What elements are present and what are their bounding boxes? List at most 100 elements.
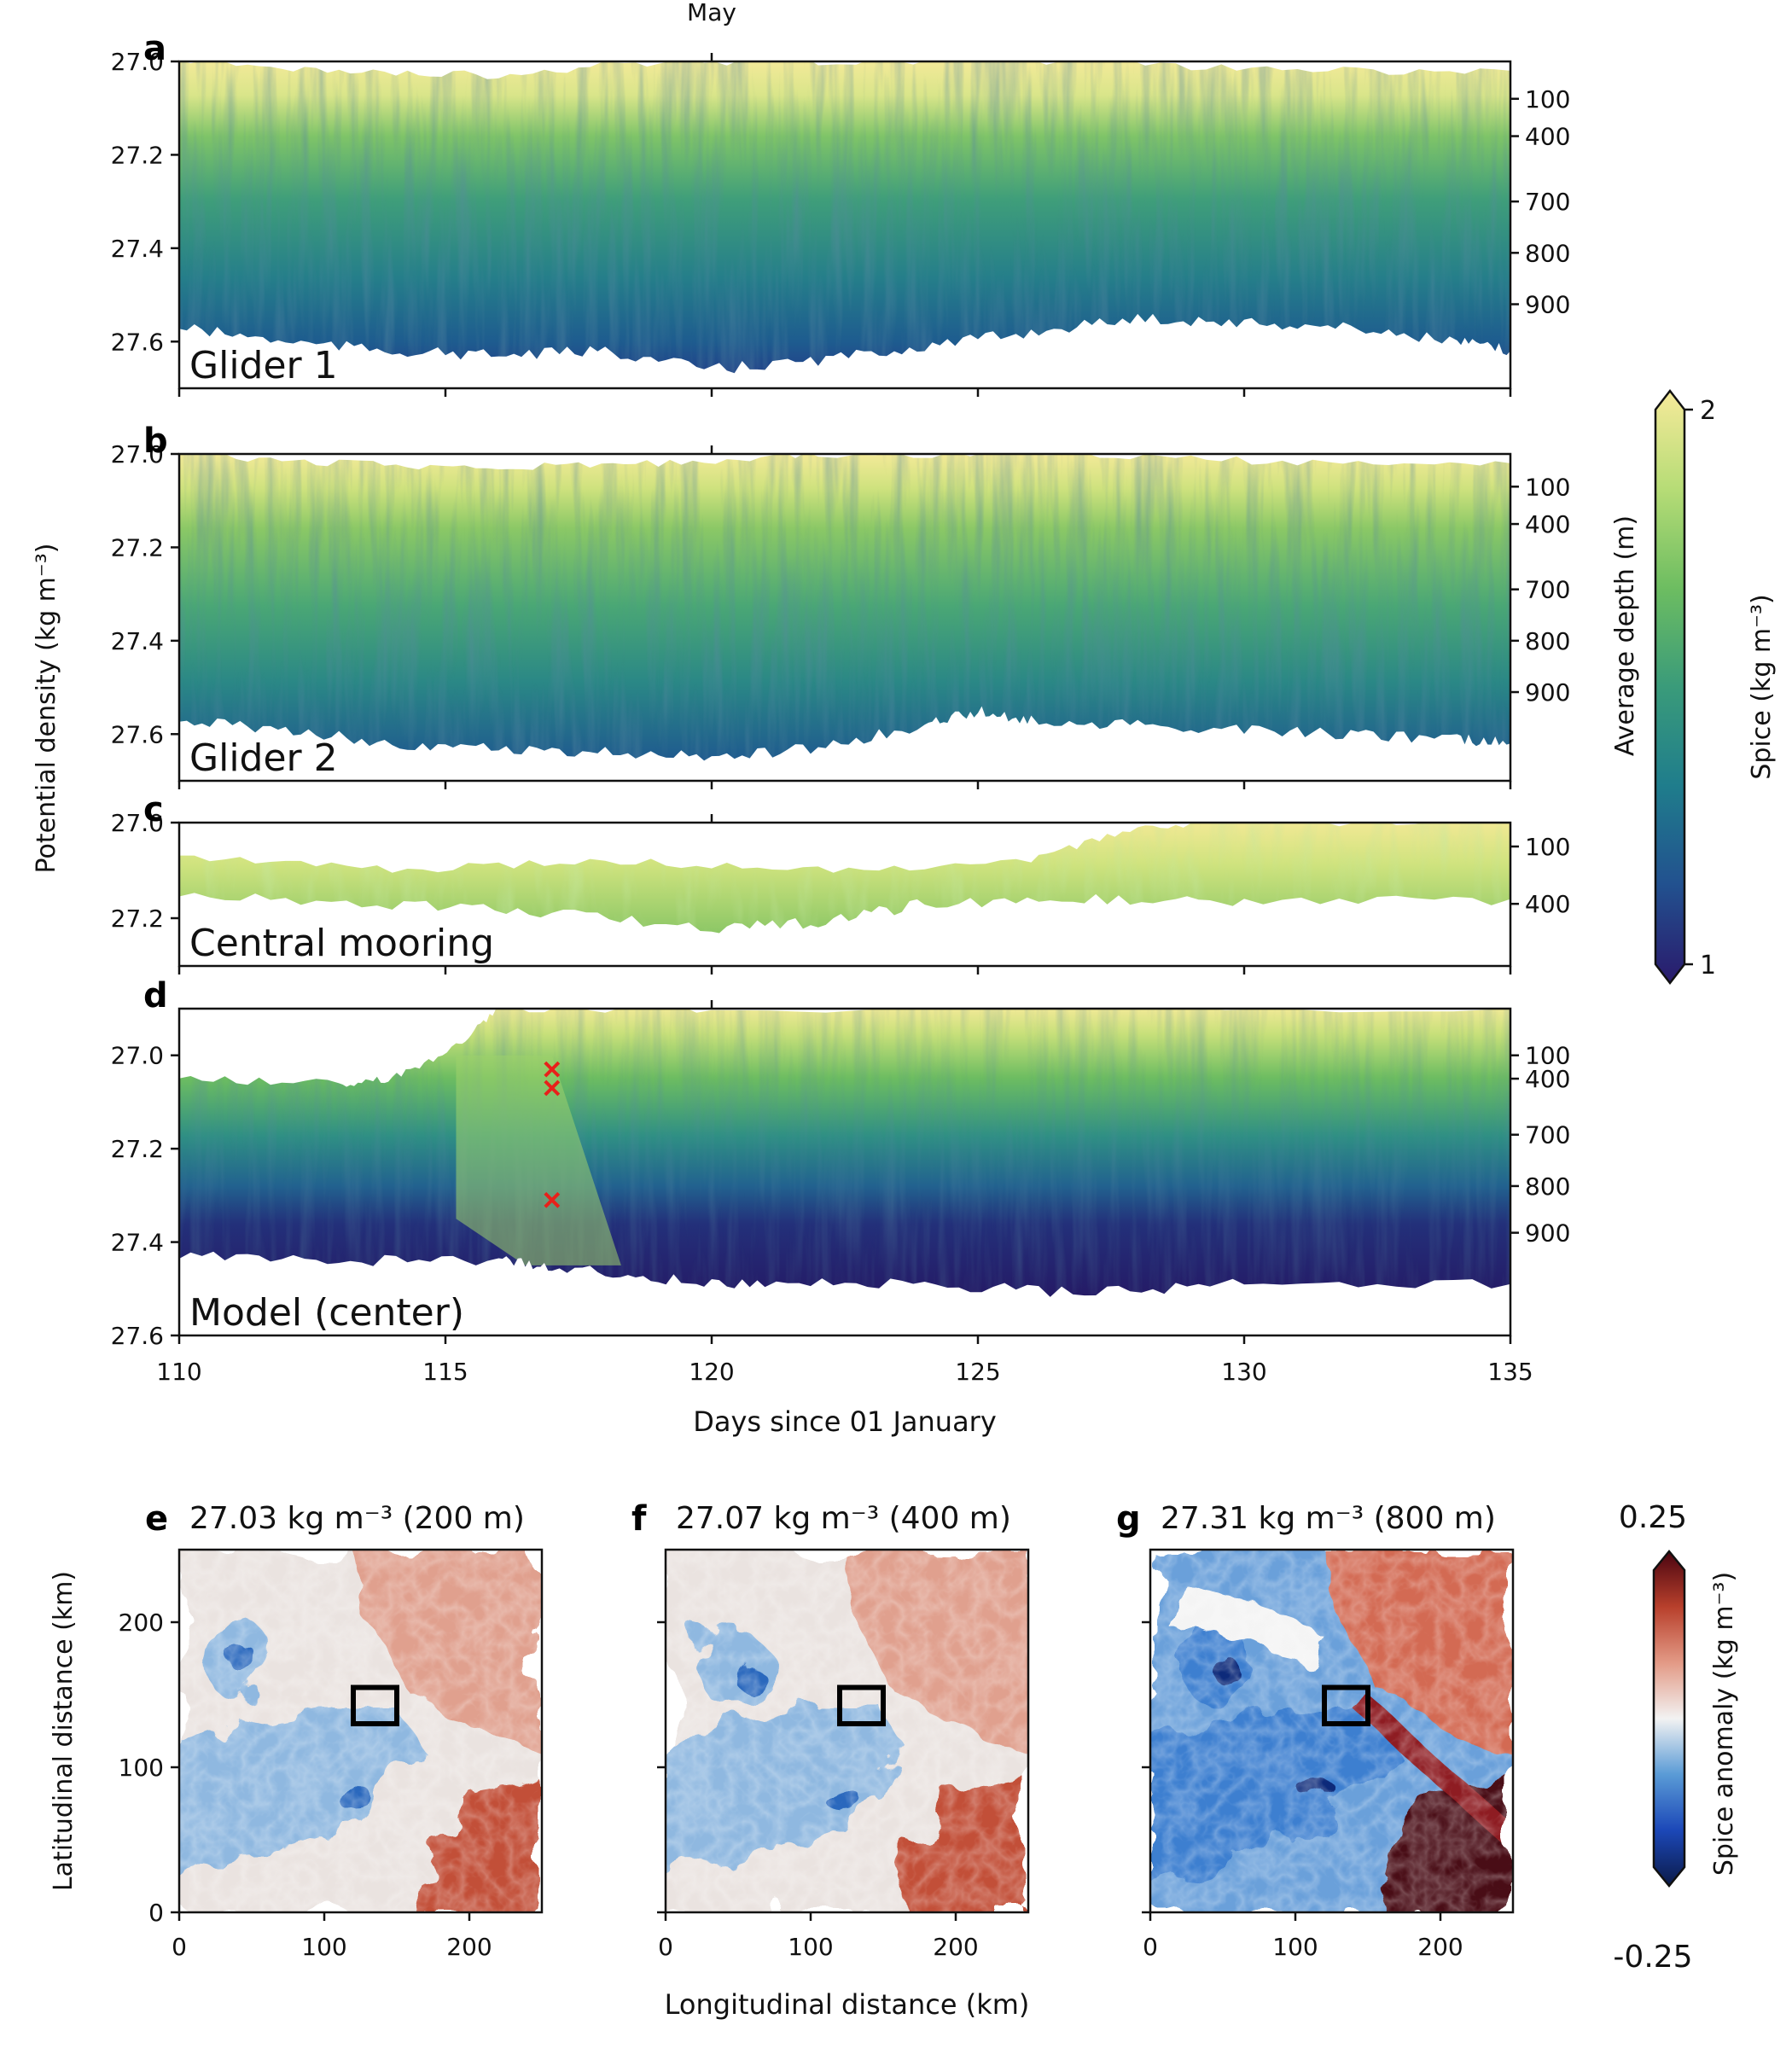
red-x-marker: [544, 1061, 561, 1078]
spice-colorbar-label: Spice (kg m⁻³): [1747, 594, 1777, 779]
map-frame: [177, 1548, 544, 1914]
mooring-box: [837, 1684, 886, 1726]
y-tick-label: 27.6: [111, 720, 164, 748]
anomaly-colorbar-label: Spice anomaly (kg m⁻³): [1709, 1572, 1739, 1876]
spice-max-label: 2: [1700, 396, 1716, 426]
map-e: 0 100 200 0 100 200 Latitudinal distance (km) e…: [49, 1499, 544, 1961]
spice-min-label: 1: [1700, 951, 1716, 980]
x-tick-label: 0: [658, 1933, 673, 1961]
map-title-e: 27.03 kg m⁻³ (200 m): [189, 1501, 525, 1536]
depth-tick-label: 900: [1525, 678, 1570, 707]
longitudinal-axis-label: Longitudinal distance (km): [665, 1988, 1030, 2021]
x-axis-label: Days since 01 January: [693, 1405, 997, 1438]
fine-texture: [666, 1550, 1028, 1912]
y-tick-label: 200: [119, 1609, 164, 1637]
x-tick-label: 100: [301, 1933, 346, 1961]
inset-label-a: Glider 1: [189, 344, 338, 387]
data-field-a: [179, 61, 1510, 374]
mooring-box: [1322, 1684, 1370, 1726]
anomaly-field-e: [179, 1550, 542, 1912]
x-tick-label: 0: [172, 1933, 187, 1961]
texture-b: [179, 454, 1510, 761]
y-tick-label: 27.0: [111, 440, 164, 468]
anomaly-min-label: -0.25: [1613, 1940, 1692, 1975]
depth-tick-label: 400: [1525, 890, 1570, 918]
x-tick-label: 125: [955, 1358, 1000, 1386]
depth-tick-label: 100: [1525, 473, 1570, 501]
depth-tick-label: 800: [1525, 1172, 1570, 1201]
depth-tick-label: 400: [1525, 123, 1570, 151]
x-tick-label: 200: [933, 1933, 978, 1961]
panel-a: 27.0 27.2 27.4 27.6 100 400 700 800 900 May a Glide…: [111, 0, 1570, 397]
red-x-marker: [544, 1191, 561, 1208]
map-panels: 0 100 200 0 100 200 Latitudinal distance (km) e…: [49, 1499, 1515, 2021]
streak-noise: [179, 61, 1510, 374]
y-tick-label: 27.0: [111, 48, 164, 76]
y-tick-label: 27.6: [111, 328, 164, 356]
time-series-panels: 27.027.227.427.6100400700800900MayaGlide…: [111, 0, 1571, 1438]
map-g: 0 100 200 g 27.31 kg m⁻³ (800 m): [1116, 1499, 1515, 1961]
y-tick-label: 27.4: [111, 1229, 164, 1257]
y-tick-label: 27.2: [111, 905, 164, 933]
depth-tick-label: 900: [1525, 291, 1570, 319]
y-tick-label: 27.6: [111, 1322, 164, 1350]
intrusion-band: [456, 1055, 621, 1265]
texture-d: [179, 1009, 1510, 1297]
red-x-marker: [544, 1079, 561, 1097]
data-field-b: [179, 454, 1510, 761]
y-tick-label: 27.2: [111, 1135, 164, 1163]
axes-frame: [177, 60, 1512, 390]
depth-tick-label: 700: [1525, 576, 1570, 604]
x-tick-label: 200: [1417, 1933, 1463, 1961]
y-tick-label: 27.2: [111, 141, 164, 169]
anomaly-colorbar: 0.25 -0.25 Spice anomaly (kg m⁻³): [1613, 1500, 1739, 1975]
panel-label-f: f: [631, 1499, 647, 1539]
month-tick-label: May: [687, 0, 736, 26]
depth-tick-label: 400: [1525, 1065, 1570, 1093]
panel-label-b: b: [143, 422, 168, 461]
y-tick-label: 27.0: [111, 1042, 164, 1070]
panel-label-g: g: [1116, 1499, 1141, 1539]
latitudinal-axis-label: Latitudinal distance (km): [49, 1571, 79, 1891]
x-tick-label: 115: [422, 1358, 468, 1386]
map-f: 0 100 200 Longitudinal distance (km) f 27.07 …: [631, 1499, 1029, 2021]
depth-tick-label: 100: [1525, 85, 1570, 113]
depth-tick-label: 800: [1525, 239, 1570, 267]
marker-stroke: [544, 1191, 561, 1208]
y-tick-label: 0: [148, 1899, 164, 1927]
depth-tick-label: 400: [1525, 510, 1570, 538]
panel-c: 27.0 27.2 100 400 c Central mooring: [111, 790, 1570, 975]
marker-stroke: [544, 1079, 561, 1097]
x-tick-label: 120: [689, 1358, 734, 1386]
x-tick-label: 130: [1221, 1358, 1266, 1386]
anomaly-colorbar-fill: [1652, 1550, 1686, 1888]
spice-colorbar: 2 1 Spice (kg m⁻³): [1654, 388, 1777, 986]
depth-tick-label: 800: [1525, 627, 1570, 655]
inset-label-d: Model (center): [189, 1291, 464, 1335]
map-frame: [1149, 1548, 1515, 1914]
panel-label-d: d: [143, 976, 168, 1015]
data-field-d: [179, 1009, 1510, 1297]
anomaly-field-g: [1150, 1550, 1513, 1912]
depth-tick-label: 100: [1525, 833, 1570, 861]
x-tick-label: 0: [1143, 1933, 1158, 1961]
texture-a: [179, 61, 1510, 374]
y-tick-label: 100: [119, 1754, 164, 1782]
x-tick-label: 200: [446, 1933, 492, 1961]
y-tick-label: 27.0: [111, 809, 164, 837]
panel-label-e: e: [145, 1499, 168, 1539]
panel-b: 27.0 27.2 27.4 27.6 100 400 700 800 900 b Glider 2: [111, 422, 1570, 789]
inset-label-b: Glider 2: [189, 736, 338, 780]
spice-colorbar-fill: [1654, 388, 1686, 986]
streak-noise: [179, 454, 1510, 761]
anomaly-field-f: [666, 1550, 1028, 1912]
axes-frame: [177, 821, 1512, 968]
x-tick-label: 100: [1272, 1933, 1318, 1961]
fine-texture: [179, 1550, 542, 1912]
depth-tick-label: 700: [1525, 188, 1570, 216]
marker-stroke: [544, 1061, 561, 1078]
depth-tick-label: 700: [1525, 1121, 1570, 1149]
depth-tick-label: 900: [1525, 1219, 1570, 1248]
y-tick-label: 27.2: [111, 533, 164, 561]
